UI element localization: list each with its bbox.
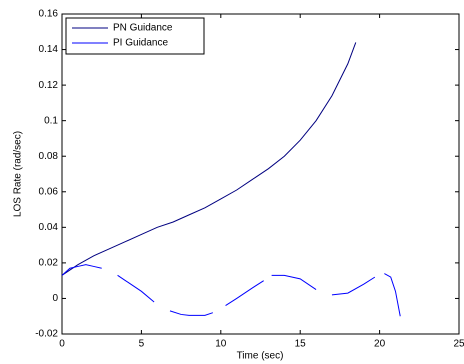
- y-tick-label: 0.16: [39, 9, 59, 20]
- x-tick-label: 25: [453, 339, 464, 350]
- y-tick-label: 0.12: [39, 80, 59, 91]
- x-tick-label: 10: [215, 339, 227, 350]
- y-tick-label: 0: [52, 293, 58, 304]
- x-tick-label: 20: [374, 339, 386, 350]
- y-tick-label: 0.02: [39, 258, 59, 269]
- y-axis-label: LOS Rate (rad/sec): [13, 131, 24, 217]
- legend-box: [65, 17, 205, 55]
- x-tick-label: 0: [59, 339, 65, 350]
- legend-label: PN Guidance: [113, 23, 173, 34]
- y-tick-label: -0.02: [35, 329, 58, 340]
- y-tick-label: 0.08: [39, 151, 59, 162]
- x-tick-label: 5: [139, 339, 145, 350]
- x-tick-label: 15: [295, 339, 307, 350]
- y-tick-label: 0.1: [44, 115, 58, 126]
- series-line: [61, 264, 401, 317]
- y-tick-label: 0.04: [39, 222, 59, 233]
- x-axis-label: Time (sec): [237, 351, 284, 362]
- legend-label: PI Guidance: [113, 38, 168, 49]
- y-tick-label: 0.14: [39, 44, 59, 55]
- y-tick-label: 0.06: [39, 186, 59, 197]
- series-line: [61, 42, 357, 276]
